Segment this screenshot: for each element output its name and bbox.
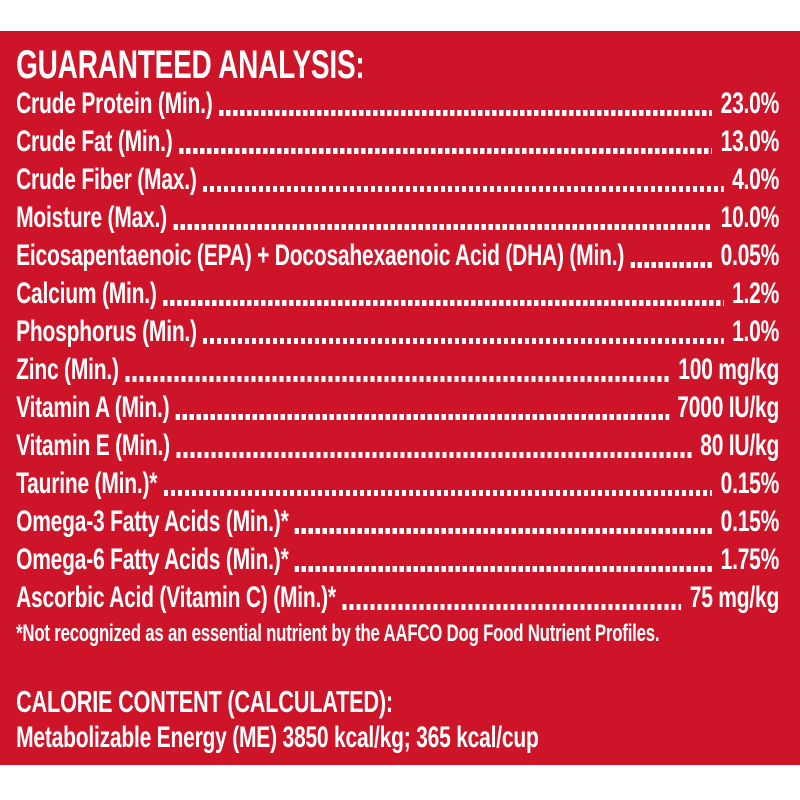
dot-leader	[173, 224, 713, 230]
dot-leader	[202, 186, 724, 192]
nutrient-value: 10.0%	[720, 201, 780, 234]
dot-leader	[163, 490, 713, 496]
analysis-row: Crude Fat (Min.) 13.0%	[16, 123, 779, 161]
calorie-content-title: CALORIE CONTENT (CALCULATED):	[16, 684, 393, 719]
nutrient-label: Taurine (Min.)*	[16, 467, 158, 500]
nutrient-label: Omega-3 Fatty Acids (Min.)*	[16, 505, 289, 538]
dot-leader	[218, 110, 713, 116]
analysis-row: Crude Fiber (Max.) 4.0%	[16, 161, 779, 199]
analysis-row: Moisture (Max.) 10.0%	[16, 199, 779, 237]
analysis-row: Vitamin E (Min.) 80 IU/kg	[16, 427, 779, 465]
dot-leader	[162, 300, 724, 306]
nutrient-value: 1.2%	[732, 277, 780, 310]
nutrient-value: 23.0%	[720, 87, 780, 120]
dot-leader	[342, 604, 682, 610]
analysis-row: Crude Protein (Min.) 23.0%	[16, 85, 779, 123]
nutrient-value: 1.0%	[732, 315, 780, 348]
analysis-row: Taurine (Min.)* 0.15%	[16, 465, 779, 503]
nutrient-label: Omega-6 Fatty Acids (Min.)*	[16, 543, 289, 576]
nutrient-label: Ascorbic Acid (Vitamin C) (Min.)*	[16, 581, 336, 614]
dot-leader	[175, 414, 669, 420]
dot-leader	[630, 262, 713, 268]
metabolizable-energy-line: Metabolizable Energy (ME) 3850 kcal/kg; …	[16, 721, 539, 754]
analysis-row: Calcium (Min.) 1.2%	[16, 275, 779, 313]
nutrient-label: Moisture (Max.)	[16, 201, 167, 234]
nutrient-value: 100 mg/kg	[678, 353, 780, 386]
nutrient-label: Phosphorus (Min.)	[16, 315, 197, 348]
dot-leader	[203, 338, 724, 344]
dot-leader	[176, 452, 692, 458]
nutrient-label: Vitamin E (Min.)	[16, 429, 170, 462]
analysis-row: Omega-6 Fatty Acids (Min.)* 1.75%	[16, 541, 779, 579]
nutrient-value: 0.15%	[720, 505, 780, 538]
aafco-footnote: *Not recognized as an essential nutrient…	[16, 620, 660, 647]
dot-leader	[294, 566, 713, 572]
nutrient-value: 80 IU/kg	[700, 429, 780, 462]
nutrient-label: Vitamin A (Min.)	[16, 391, 170, 424]
nutrient-label: Eicosapentaenoic (EPA) + Docosahexaenoic…	[16, 239, 625, 272]
analysis-row: Phosphorus (Min.) 1.0%	[16, 313, 779, 351]
nutrient-value: 1.75%	[720, 543, 780, 576]
nutrient-value: 7000 IU/kg	[677, 391, 780, 424]
guaranteed-analysis-panel: GUARANTEED ANALYSIS: Crude Protein (Min.…	[0, 31, 800, 765]
nutrient-value: 4.0%	[732, 163, 780, 196]
dot-leader	[178, 148, 713, 154]
nutrient-label: Crude Protein (Min.)	[16, 87, 213, 120]
nutrient-value: 75 mg/kg	[689, 581, 780, 614]
nutrient-label: Zinc (Min.)	[16, 353, 119, 386]
guaranteed-analysis-title: GUARANTEED ANALYSIS:	[16, 43, 365, 87]
analysis-row: Omega-3 Fatty Acids (Min.)* 0.15%	[16, 503, 779, 541]
label-content: GUARANTEED ANALYSIS: Crude Protein (Min.…	[0, 31, 800, 756]
nutrient-label: Calcium (Min.)	[16, 277, 157, 310]
analysis-row: Vitamin A (Min.) 7000 IU/kg	[16, 389, 779, 427]
analysis-row: Eicosapentaenoic (EPA) + Docosahexaenoic…	[16, 237, 779, 275]
analysis-row: Ascorbic Acid (Vitamin C) (Min.)* 75 mg/…	[16, 579, 779, 617]
nutrient-label: Crude Fat (Min.)	[16, 125, 173, 158]
analysis-rows: Crude Protein (Min.) 23.0% Crude Fat (Mi…	[16, 85, 779, 617]
dot-leader	[125, 376, 670, 382]
nutrient-value: 0.05%	[720, 239, 780, 272]
nutrient-label: Crude Fiber (Max.)	[16, 163, 197, 196]
dot-leader	[294, 528, 713, 534]
analysis-row: Zinc (Min.) 100 mg/kg	[16, 351, 779, 389]
nutrient-value: 13.0%	[720, 125, 780, 158]
nutrient-value: 0.15%	[720, 467, 780, 500]
